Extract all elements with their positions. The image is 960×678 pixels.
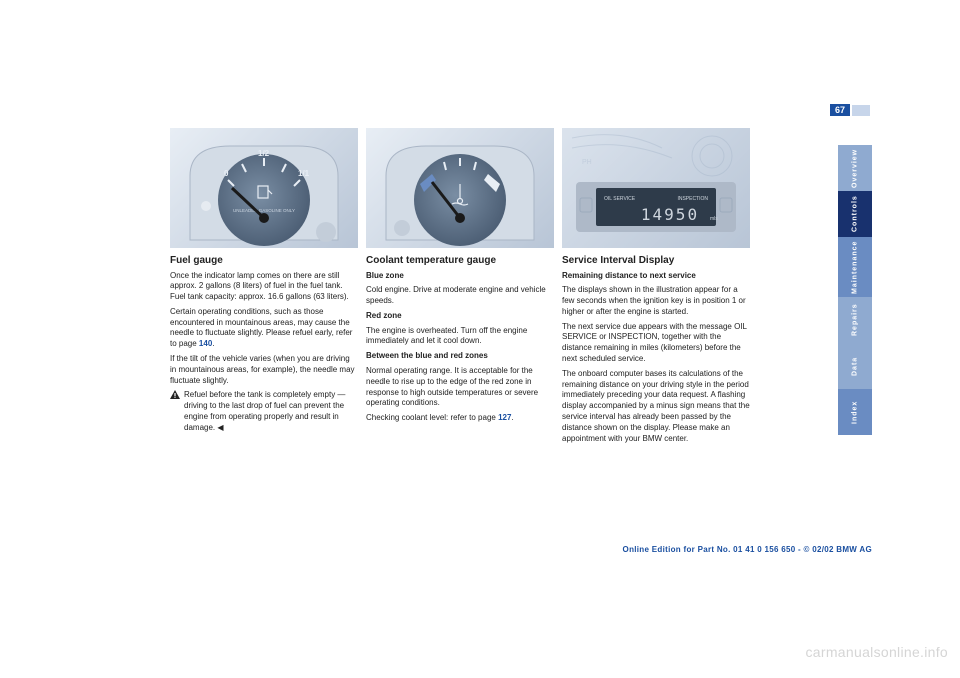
temp-between-sub: Between the blue and red zones bbox=[366, 351, 488, 360]
svg-text:PH: PH bbox=[582, 159, 592, 166]
temp-red-text: The engine is overheated. Turn off the e… bbox=[366, 326, 554, 348]
page-number: 67 bbox=[830, 104, 850, 116]
warning-icon bbox=[170, 390, 180, 400]
side-tab-controls[interactable]: Controls bbox=[838, 191, 872, 237]
service-sub: Remaining distance to next service bbox=[562, 271, 696, 280]
service-p2: The next service due appears with the me… bbox=[562, 322, 750, 365]
service-p3: The onboard computer bases its calculati… bbox=[562, 369, 750, 445]
fuel-p1: Once the indicator lamp comes on there a… bbox=[170, 271, 358, 303]
fuel-label-0: 0 bbox=[224, 169, 229, 178]
temp-coolant-ref: Checking coolant level: refer to page 12… bbox=[366, 413, 554, 424]
watermark: carmanualsonline.info bbox=[806, 644, 949, 660]
temp-blue-text: Cold engine. Drive at moderate engine an… bbox=[366, 285, 554, 307]
fuel-label-full: 1/1 bbox=[298, 169, 310, 178]
page-number-decoration bbox=[852, 105, 870, 116]
service-digits: 14950 bbox=[641, 205, 699, 224]
service-title: Service Interval Display bbox=[562, 254, 750, 268]
temp-blue-sub: Blue zone bbox=[366, 271, 404, 280]
side-tab-repairs[interactable]: Repairs bbox=[838, 297, 872, 343]
service-right-text: INSPECTION bbox=[677, 196, 708, 202]
fuel-gauge-column: Fuel gauge Once the indicator lamp comes… bbox=[170, 254, 358, 448]
fuel-p3: If the tilt of the vehicle varies (when … bbox=[170, 354, 358, 386]
gauge-images-row: 0 1/2 1/1 UNLEADED GASOLINE ONLY bbox=[170, 128, 870, 248]
side-tab-data[interactable]: Data bbox=[838, 343, 872, 389]
fuel-gauge-image: 0 1/2 1/1 UNLEADED GASOLINE ONLY bbox=[170, 128, 358, 248]
page-link-127[interactable]: 127 bbox=[498, 413, 511, 422]
page-link-140[interactable]: 140 bbox=[199, 339, 212, 348]
temp-gauge-column: Coolant temperature gauge Blue zone Cold… bbox=[366, 254, 554, 448]
fuel-label-half: 1/2 bbox=[258, 149, 270, 158]
fuel-title: Fuel gauge bbox=[170, 254, 358, 268]
service-unit: mls bbox=[710, 216, 718, 222]
service-p1: The displays shown in the illustration a… bbox=[562, 285, 750, 317]
fuel-warning: Refuel before the tank is completely emp… bbox=[170, 390, 358, 437]
service-left-text: OIL SERVICE bbox=[604, 196, 636, 202]
side-tab-index[interactable]: Index bbox=[838, 389, 872, 435]
fuel-center-text: UNLEADED GASOLINE ONLY bbox=[233, 208, 295, 213]
side-tabs: OverviewControlsMaintenanceRepairsDataIn… bbox=[838, 145, 872, 435]
fuel-p2: Certain operating conditions, such as th… bbox=[170, 307, 358, 350]
service-display-image: PH OIL SERVICE INSPECTION 14950 mls bbox=[562, 128, 750, 248]
warning-end-marker: ◀ bbox=[217, 423, 223, 432]
side-tab-maintenance[interactable]: Maintenance bbox=[838, 237, 872, 297]
side-tab-overview[interactable]: Overview bbox=[838, 145, 872, 191]
text-columns: Fuel gauge Once the indicator lamp comes… bbox=[170, 254, 870, 448]
temp-title: Coolant temperature gauge bbox=[366, 254, 554, 268]
temp-red-sub: Red zone bbox=[366, 311, 402, 320]
temp-gauge-image bbox=[366, 128, 554, 248]
footer-edition-link[interactable]: Online Edition for Part No. 01 41 0 156 … bbox=[623, 545, 872, 554]
temp-between-text: Normal operating range. It is acceptable… bbox=[366, 366, 554, 409]
service-column: Service Interval Display Remaining dista… bbox=[562, 254, 750, 448]
